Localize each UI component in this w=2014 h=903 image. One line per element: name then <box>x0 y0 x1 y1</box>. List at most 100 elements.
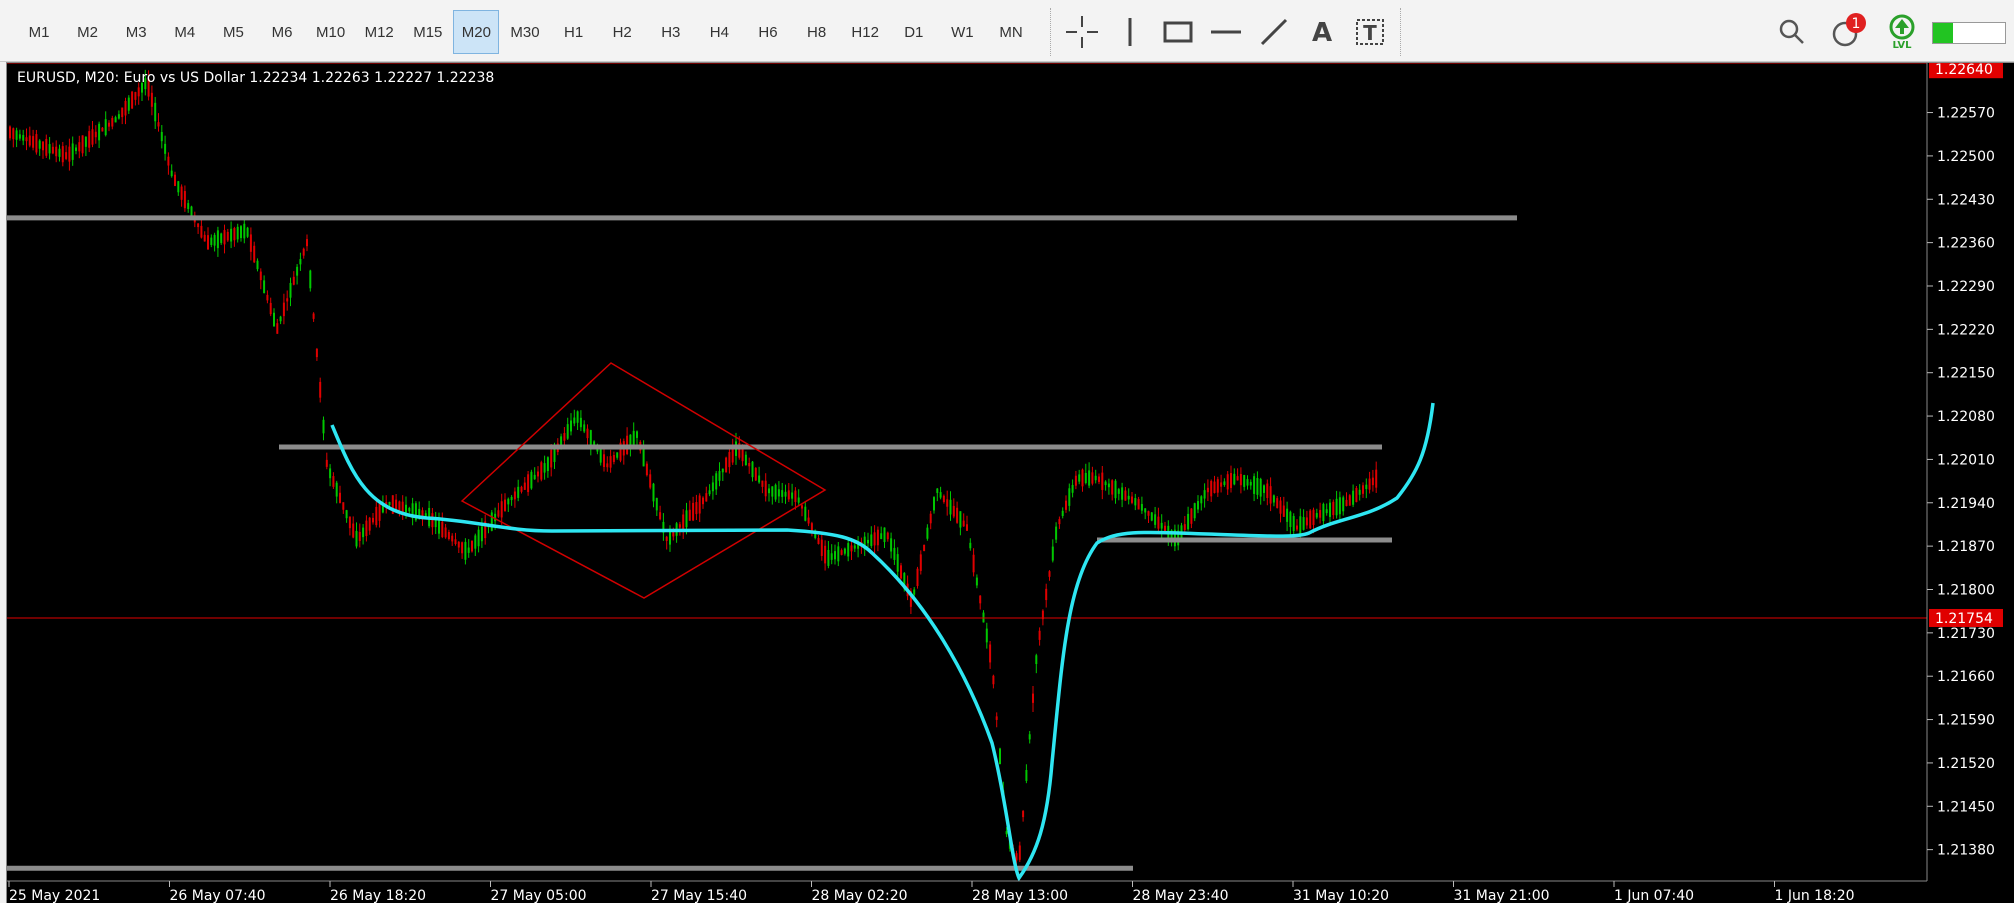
candle-body <box>1335 498 1338 516</box>
candle-body <box>216 230 219 249</box>
timeframe-m4-button[interactable]: M4 <box>174 24 196 41</box>
timeframe-m5-button[interactable]: M5 <box>222 24 244 41</box>
candle-body <box>1091 472 1094 484</box>
candle-body <box>1104 481 1107 486</box>
time-tick-label: 1 Jun 18:20 <box>1775 888 1855 903</box>
timeframe-m3-button[interactable]: M3 <box>125 24 147 41</box>
candle-body <box>586 428 589 439</box>
timeframe-h1-button[interactable]: H1 <box>564 24 584 41</box>
text-icon[interactable]: A <box>1302 12 1342 52</box>
vertical-line-icon[interactable] <box>1110 12 1150 52</box>
candle-body <box>467 547 470 553</box>
candle-body <box>249 234 252 252</box>
horizontal-line-icon[interactable] <box>1206 12 1246 52</box>
candle-body <box>1253 476 1256 494</box>
timeframe-m2-button[interactable]: M2 <box>77 24 99 41</box>
candle-body <box>335 482 338 497</box>
candle-body <box>576 411 579 423</box>
candle-body <box>1127 495 1130 500</box>
cup-curve[interactable] <box>330 402 1435 882</box>
price-tick-label: 1.22500 <box>1937 149 1995 165</box>
price-chart[interactable]: 1.22570 1.22500 1.22430 1.22360 1.22290 1.222… <box>7 60 2014 903</box>
crosshair-icon[interactable] <box>1062 12 1102 52</box>
candle-body <box>876 529 879 546</box>
top-price-tag-bg <box>1929 60 2003 79</box>
timeframe-m30-button[interactable]: M30 <box>510 24 540 41</box>
connection-status-bar[interactable] <box>1932 22 2006 44</box>
timeframe-m6-button[interactable]: M6 <box>271 24 293 41</box>
price-tick-label: 1.22290 <box>1937 279 1995 295</box>
search-icon[interactable] <box>1772 12 1812 52</box>
signal-level-icon[interactable]: LVL <box>1882 12 1922 52</box>
candle-body <box>560 436 563 449</box>
candle-body <box>685 510 688 528</box>
candle-body <box>1305 517 1308 526</box>
candle-body <box>157 122 160 127</box>
candle-body <box>1160 522 1163 529</box>
notifications-icon[interactable]: 1 <box>1828 12 1868 52</box>
chart-window[interactable]: 1.22570 1.22500 1.22430 1.22360 1.22290 1.222… <box>6 60 2014 903</box>
candle-body <box>15 130 18 140</box>
candle-body <box>190 206 193 219</box>
trendline-icon[interactable] <box>1254 12 1294 52</box>
candle-body <box>25 137 28 142</box>
timeframe-h6-button[interactable]: H6 <box>758 24 778 41</box>
candle-body <box>269 302 272 315</box>
candle-body <box>457 541 460 548</box>
text-label-icon[interactable]: T <box>1350 12 1390 52</box>
timeframe-m20-button[interactable]: M20 <box>453 10 500 54</box>
candle-body <box>787 490 790 500</box>
diamond-pattern[interactable] <box>460 362 827 599</box>
candle-body <box>645 463 648 476</box>
candle-body <box>253 245 256 263</box>
candle-body <box>180 186 183 200</box>
candle-body <box>599 447 602 463</box>
candle-body <box>939 492 942 498</box>
candle-body <box>708 490 711 495</box>
candle-body <box>655 497 658 511</box>
time-axis: 25 May 2021 26 May 07:40 26 May 18:20 27 Ma… <box>7 880 1927 903</box>
candle-body <box>1183 524 1186 530</box>
timeframe-m1-button[interactable]: M1 <box>28 24 50 41</box>
candle-body <box>233 228 236 241</box>
timeframe-mn-button[interactable]: MN <box>999 24 1023 41</box>
candle-body <box>1230 473 1232 488</box>
candle-body <box>246 227 249 237</box>
candle-body <box>784 491 787 497</box>
timeframe-h8-button[interactable]: H8 <box>807 24 827 41</box>
candle-body <box>721 468 724 473</box>
current-price-tag-bg <box>1929 608 2003 627</box>
candle-body <box>612 455 615 462</box>
candle-body <box>81 135 84 154</box>
candle-body <box>1325 509 1328 514</box>
timeframe-h4-button[interactable]: H4 <box>709 24 729 41</box>
candle-body <box>718 471 721 481</box>
timeframe-m15-button[interactable]: M15 <box>413 24 443 41</box>
candle-body <box>1292 516 1295 531</box>
timeframe-w1-button[interactable]: W1 <box>951 24 974 41</box>
candle-body <box>398 501 401 512</box>
timeframe-m10-button[interactable]: M10 <box>316 24 346 41</box>
candle-body <box>1124 490 1127 501</box>
candle-body <box>632 430 635 446</box>
price-tick-label: 1.21450 <box>1937 799 1995 815</box>
candle-body <box>573 417 576 424</box>
candle-body <box>302 248 305 256</box>
candle-body <box>758 475 761 483</box>
candle-body <box>527 474 530 493</box>
timeframe-d1-button[interactable]: D1 <box>904 24 924 41</box>
candle-body <box>345 510 348 519</box>
candle-body <box>1121 487 1124 500</box>
rectangle-icon[interactable] <box>1158 12 1198 52</box>
timeframe-m12-button[interactable]: M12 <box>364 24 394 41</box>
candle-body <box>725 457 728 473</box>
candle-body <box>1088 470 1091 486</box>
timeframe-h12-button[interactable]: H12 <box>851 24 879 41</box>
candle-body <box>1352 490 1355 505</box>
candle-body <box>517 486 520 498</box>
candle-body <box>1131 496 1133 503</box>
timeframe-h2-button[interactable]: H2 <box>612 24 632 41</box>
candle-body <box>378 503 381 521</box>
candle-body <box>946 499 949 507</box>
timeframe-h3-button[interactable]: H3 <box>661 24 681 41</box>
